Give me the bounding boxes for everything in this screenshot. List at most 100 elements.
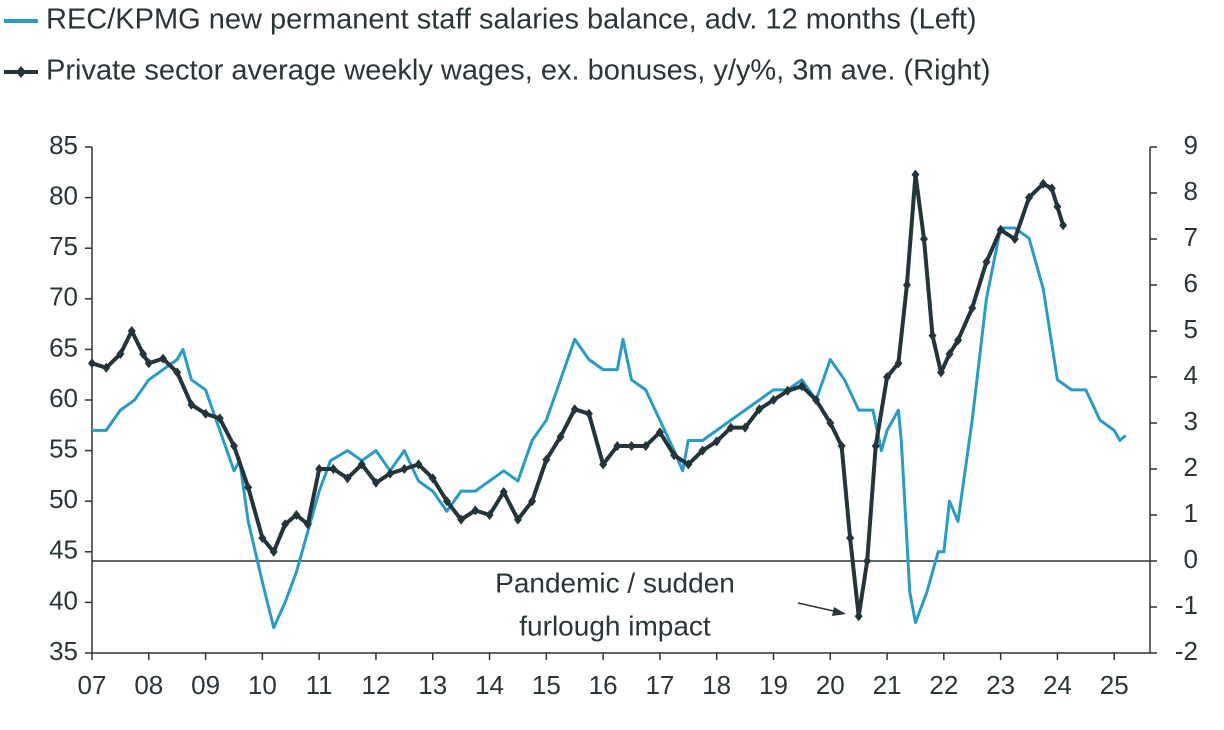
marker (982, 257, 991, 267)
x-tick-label: 13 (418, 670, 447, 700)
y2-tick-label: 8 (1184, 176, 1198, 206)
y2-tick-label: 4 (1184, 360, 1198, 390)
annotation: furlough impact (519, 610, 711, 641)
y2-tick-label: 1 (1184, 498, 1198, 528)
marker (863, 556, 872, 566)
y-tick-label: 55 (49, 433, 78, 463)
x-tick-label: 20 (816, 670, 845, 700)
x-tick-label: 08 (134, 670, 163, 700)
y-tick-label: 85 (49, 130, 78, 160)
marker (954, 335, 963, 346)
y-tick-label: 60 (49, 383, 78, 413)
legend: REC/KPMG new permanent staff salaries ba… (4, 4, 991, 87)
marker (871, 441, 880, 451)
marker (854, 611, 863, 622)
y-tick-label: 50 (49, 484, 78, 514)
x-tick-label: 23 (986, 670, 1015, 700)
x-tick-label: 15 (532, 670, 561, 700)
marker (584, 408, 593, 419)
marker (613, 441, 622, 451)
marker (329, 464, 338, 474)
marker (303, 519, 312, 530)
x-tick-label: 16 (589, 670, 618, 700)
marker (902, 280, 911, 290)
x-tick-label: 11 (306, 670, 333, 700)
marker (655, 427, 664, 438)
marker (292, 510, 301, 520)
marker (88, 358, 96, 369)
marker (570, 404, 579, 415)
marker (158, 353, 167, 364)
x-tick-label: 14 (475, 670, 504, 700)
marker (641, 441, 650, 451)
marker (315, 464, 324, 474)
x-tick-label: 24 (1043, 670, 1072, 700)
x-tick-label: 22 (929, 670, 958, 700)
marker (173, 367, 182, 378)
marker (485, 510, 494, 520)
marker (528, 496, 537, 507)
marker (783, 385, 792, 396)
marker (187, 399, 196, 410)
marker (846, 533, 855, 543)
marker (797, 381, 806, 392)
y2-tick-label: 6 (1184, 268, 1198, 298)
marker (670, 450, 679, 461)
marker (883, 372, 892, 382)
marker (919, 234, 928, 244)
marker (1039, 178, 1048, 189)
marker (127, 326, 136, 336)
marker (937, 367, 946, 378)
y2-tick-label: 5 (1184, 314, 1198, 344)
x-tick-label: 17 (645, 670, 674, 700)
marker (139, 349, 148, 359)
y2-tick-label: -2 (1175, 636, 1198, 666)
marker (457, 514, 466, 525)
marker (684, 459, 693, 470)
series-line (92, 226, 1127, 630)
marker (144, 358, 153, 369)
marker (244, 482, 253, 493)
marker (812, 395, 821, 405)
marker (599, 459, 608, 470)
marker (269, 546, 278, 557)
marker (442, 496, 451, 507)
marker (769, 395, 778, 405)
marker (428, 473, 437, 484)
marker (1047, 183, 1056, 194)
legend-label: REC/KPMG new permanent staff salaries ba… (46, 4, 977, 36)
marker (343, 473, 352, 484)
x-tick-label: 21 (873, 670, 902, 700)
marker (755, 404, 764, 415)
marker (712, 436, 721, 447)
marker (968, 303, 977, 313)
marker (698, 445, 707, 456)
y2-tick-label: 0 (1184, 544, 1198, 574)
marker (400, 464, 409, 474)
marker (116, 349, 125, 359)
marker (1025, 192, 1034, 203)
marker (894, 358, 903, 369)
annotation: Pandemic / sudden (495, 567, 735, 598)
marker (1010, 234, 1019, 244)
marker (499, 487, 508, 497)
marker (556, 431, 565, 442)
y-tick-label: 80 (49, 180, 78, 210)
x-tick-label: 19 (759, 670, 788, 700)
marker (357, 459, 366, 470)
marker (627, 441, 636, 451)
marker (258, 533, 267, 543)
marker (471, 505, 480, 516)
y-tick-label: 75 (49, 231, 78, 261)
marker (1053, 201, 1062, 212)
marker (371, 477, 380, 488)
y-tick-label: 40 (49, 585, 78, 615)
marker (996, 224, 1005, 235)
marker (414, 459, 423, 470)
legend-marker (16, 66, 26, 78)
annotation-arrowhead (832, 607, 846, 616)
marker (513, 514, 522, 525)
y-tick-label: 70 (49, 282, 78, 312)
x-tick-label: 10 (248, 670, 277, 700)
